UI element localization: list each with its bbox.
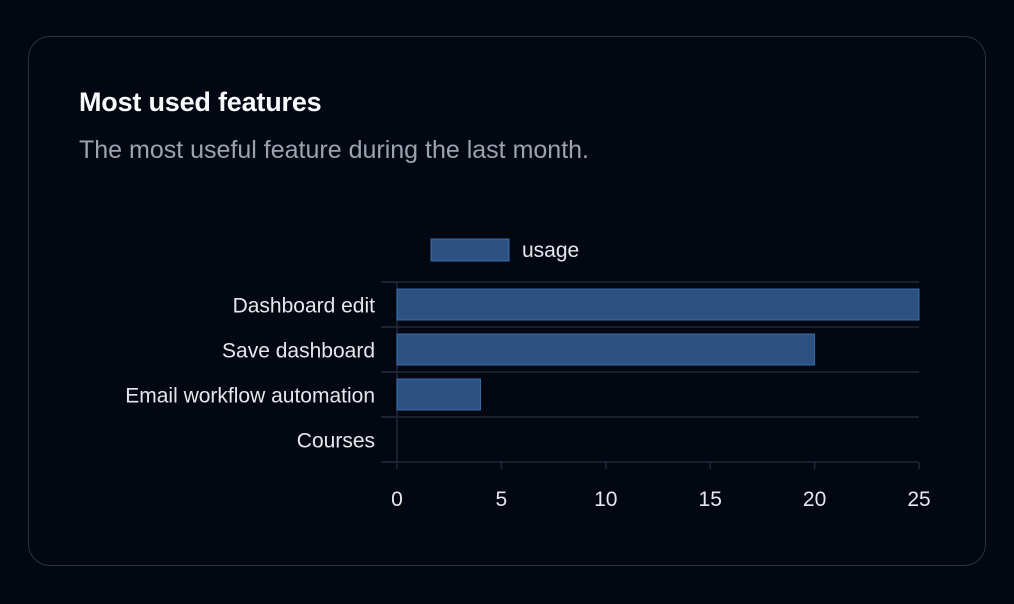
x-tick-label: 25 [907,488,930,511]
y-tick-label: Email workflow automation [125,385,375,408]
y-tick-label: Dashboard edit [233,295,376,318]
x-tick-label: 20 [803,488,826,511]
bar-save-dashboard [396,333,816,366]
chart-card: Most used features The most useful featu… [28,36,986,566]
bar-chart: Dashboard edit Save dashboard Email workfl… [125,238,931,511]
legend-label: usage [522,239,579,262]
legend-swatch [430,238,510,262]
bar-dashboard-edit [396,288,920,321]
x-tick-label: 5 [496,488,508,511]
card-subtitle: The most useful feature during the last … [79,136,589,164]
x-tick-label: 0 [391,488,403,511]
y-tick-label: Save dashboard [222,340,375,363]
card-title: Most used features [79,87,322,117]
y-tick-label: Courses [297,430,375,453]
x-tick-label: 15 [699,488,722,511]
bar-email-workflow-automation [396,378,482,411]
x-tick-label: 10 [594,488,617,511]
